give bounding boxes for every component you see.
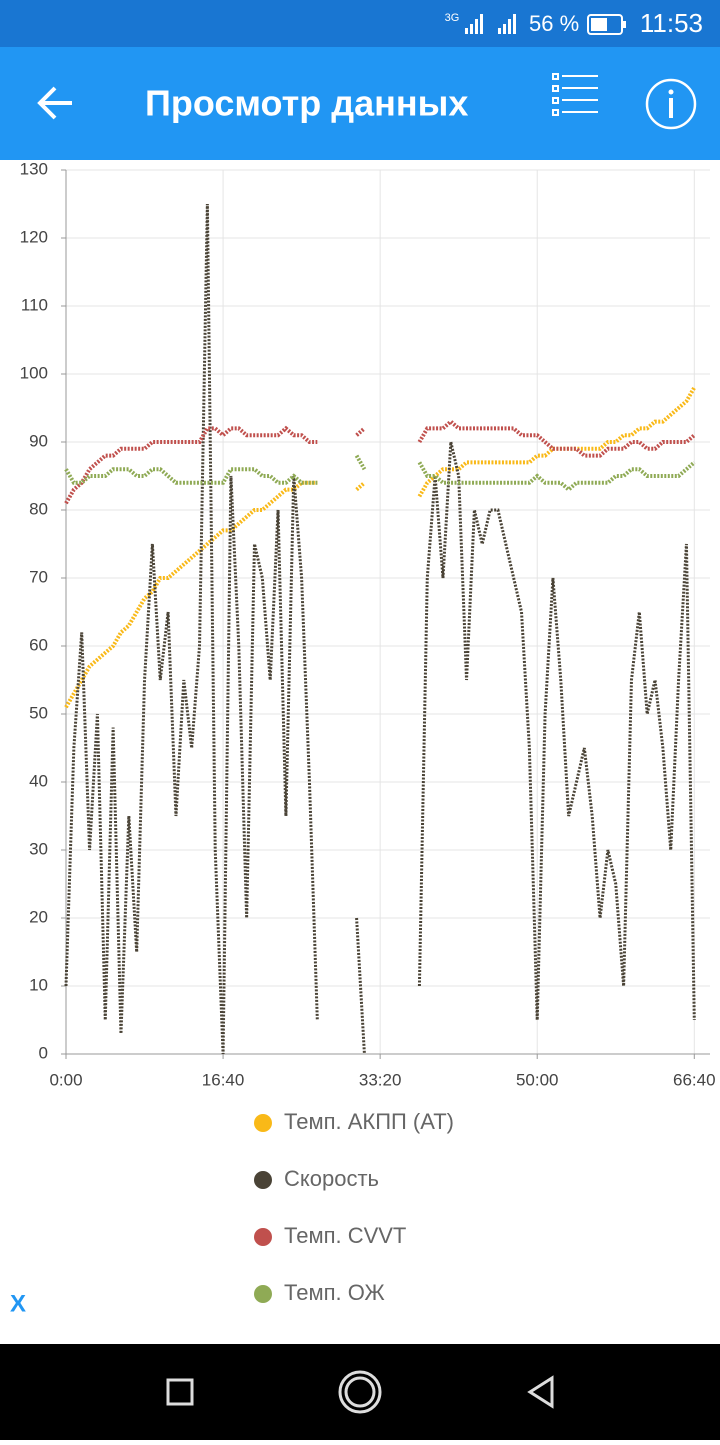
y-tick-label: 20 (29, 907, 48, 926)
series-line (64, 418, 696, 505)
list-button[interactable] (552, 73, 598, 116)
y-tick-label: 70 (29, 567, 48, 586)
legend-label: Темп. АКПП (АТ) (284, 1109, 454, 1134)
legend-marker (254, 1285, 272, 1303)
recent-button[interactable] (166, 1378, 194, 1406)
legend-marker (254, 1114, 272, 1132)
y-tick-label: 110 (21, 295, 48, 314)
y-tick-label: 60 (29, 635, 48, 654)
y-tick-label: 0 (39, 1043, 48, 1062)
app-title: Просмотр данных (145, 83, 468, 124)
chart: 0 10 20 30 40 50 60 70 80 90 100 110 120 130 0:00 16:40… (20, 159, 716, 1304)
y-tick-label: 120 (20, 227, 48, 246)
app-bar (0, 47, 720, 160)
legend-label: Темп. ОЖ (284, 1280, 385, 1305)
info-button[interactable] (645, 78, 697, 130)
y-tick-label: 50 (29, 703, 48, 722)
close-button[interactable]: X (10, 1290, 26, 1317)
y-tick-label: 90 (29, 431, 48, 450)
x-tick-label: 0:00 (49, 1070, 82, 1089)
x-tick-label: 16:40 (202, 1070, 245, 1089)
series-line (64, 454, 696, 493)
battery-icon (587, 14, 626, 35)
y-tick-label: 80 (29, 499, 48, 518)
y-tick-label: 10 (29, 975, 48, 994)
y-tick-label: 30 (29, 839, 48, 858)
legend-marker (254, 1171, 272, 1189)
status-bar (0, 0, 720, 47)
signal-icons (465, 14, 516, 34)
y-tick-label: 40 (29, 771, 48, 790)
network-type: 3G (445, 12, 460, 24)
battery-percent: 56 % (529, 11, 579, 36)
nav-bar (0, 1344, 720, 1440)
x-tick-label: 33:20 (359, 1070, 402, 1089)
x-tick-label: 50:00 (516, 1070, 559, 1089)
y-tick-label: 130 (20, 159, 48, 178)
series-line (64, 203, 696, 1055)
legend-label: Темп. CVVT (284, 1223, 406, 1248)
clock: 11:53 (640, 8, 703, 38)
back-button[interactable] (37, 86, 72, 120)
x-tick-label: 66:40 (673, 1070, 716, 1089)
legend-marker (254, 1228, 272, 1246)
nav-back-button[interactable] (527, 1375, 554, 1409)
home-button[interactable] (338, 1370, 382, 1414)
y-tick-label: 100 (20, 363, 48, 382)
legend-label: Скорость (284, 1166, 379, 1191)
